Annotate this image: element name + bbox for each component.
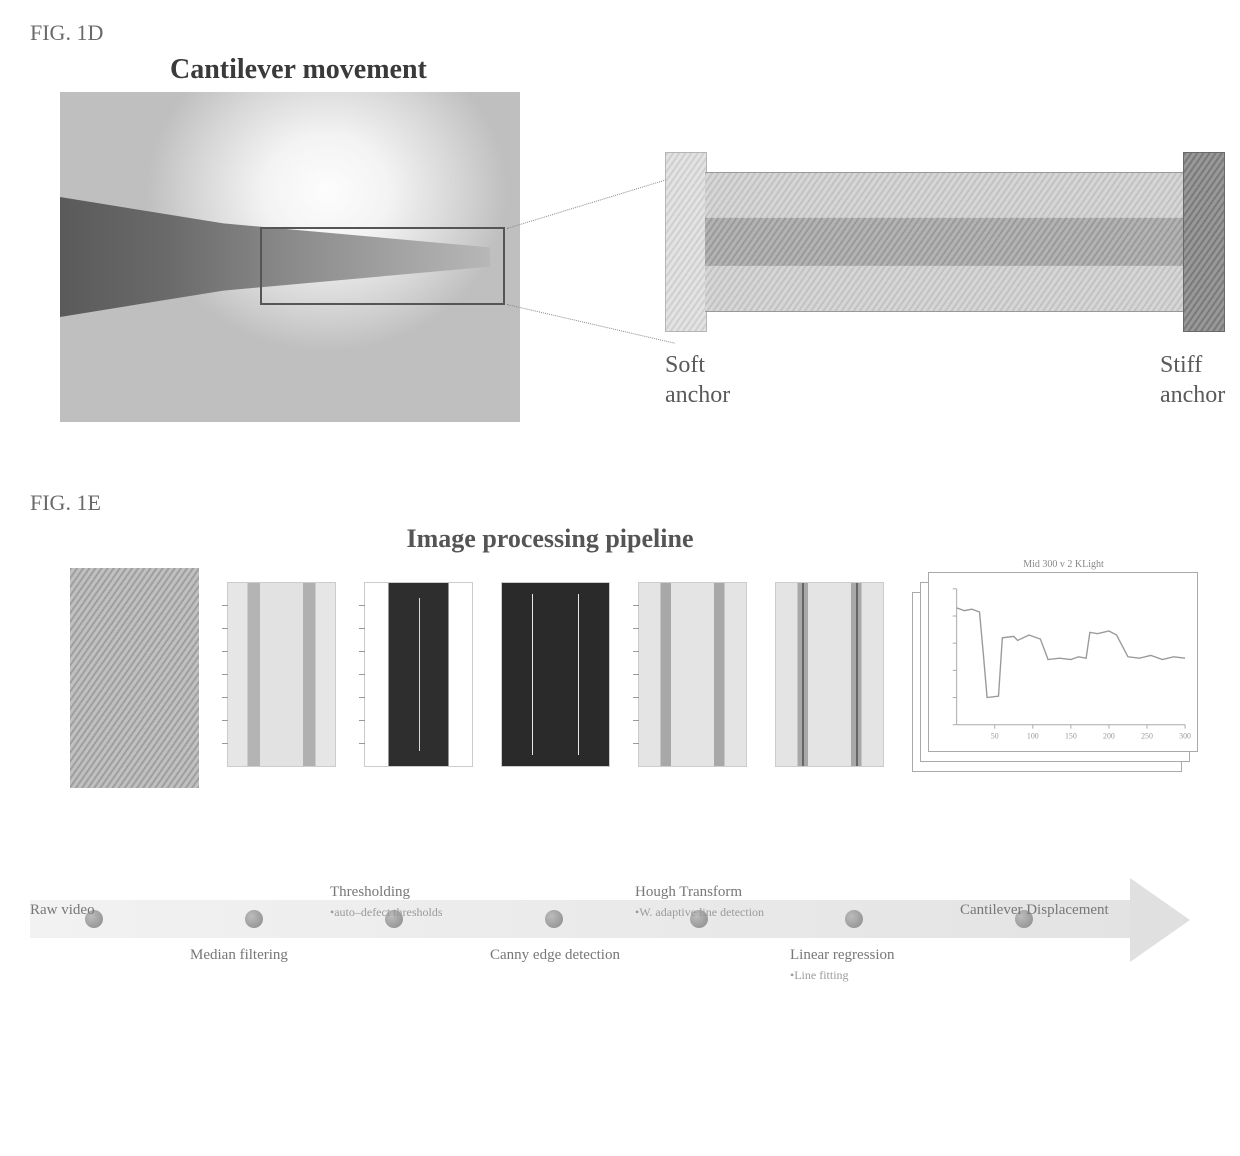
panel-linear-regression	[775, 582, 884, 767]
svg-text:300: 300	[1180, 731, 1192, 740]
svg-text:50: 50	[991, 731, 999, 740]
timeline-stage-label: Cantilever Displacement	[960, 901, 1130, 920]
pipeline-panels: Mid 300 v 2 KLight 50100150200250300	[30, 568, 1210, 798]
timeline-stage-sublabel: •auto–defect thresholds	[330, 905, 500, 920]
cantilever-beam	[705, 172, 1185, 312]
panel-median-filter	[227, 582, 336, 767]
timeline-stage-label: Hough Transform•W. adaptive line detecti…	[635, 883, 805, 920]
timeline-stage-label: Linear regression•Line fitting	[790, 946, 960, 983]
figure-1d-label: FIG. 1D	[30, 20, 1210, 46]
pipeline-timeline: Raw video Median filtering Thresholding•au…	[30, 828, 1190, 1028]
figure-1d: FIG. 1D Cantilever movement Softanchor S…	[30, 20, 1210, 460]
panel-displacement-chart: Mid 300 v 2 KLight 50100150200250300	[912, 572, 1210, 782]
timeline-stage-label: Median filtering	[190, 946, 360, 965]
panel-hough	[638, 582, 747, 767]
cantilever-schematic	[665, 142, 1225, 342]
stiff-anchor-label: Stiffanchor	[1160, 350, 1225, 410]
svg-text:250: 250	[1142, 731, 1154, 740]
panel-threshold	[364, 582, 473, 767]
timeline-stage-label: Raw video	[30, 901, 200, 920]
timeline-dot	[845, 910, 863, 928]
chart-frame-front: Mid 300 v 2 KLight 50100150200250300	[928, 572, 1198, 752]
timeline-stage-sublabel: •W. adaptive line detection	[635, 905, 805, 920]
panel-canny	[501, 582, 610, 767]
svg-text:200: 200	[1104, 731, 1116, 740]
timeline-stage-label: Canny edge detection	[490, 946, 660, 965]
leader-line-top	[507, 179, 668, 229]
figure-1d-title: Cantilever movement	[170, 54, 1210, 86]
panel-raw-video	[70, 568, 199, 788]
timeline-stage-label: Thresholding•auto–defect thresholds	[330, 883, 500, 920]
figure-1d-body: Softanchor Stiffanchor	[30, 92, 1210, 472]
timeline-stage-sublabel: •Line fitting	[790, 968, 960, 983]
displacement-line-chart: 50 100 150 200 250 300	[935, 579, 1191, 744]
leader-line-bottom	[507, 304, 675, 344]
timeline-dot	[245, 910, 263, 928]
svg-text:150: 150	[1065, 731, 1077, 740]
timeline-arrow-head	[1130, 878, 1190, 962]
figure-1e-title: Image processing pipeline	[250, 524, 850, 554]
figure-1e: FIG. 1E Image processing pipeline Mid 30…	[30, 490, 1210, 1028]
stiff-anchor-block	[1183, 152, 1225, 332]
soft-anchor-label: Softanchor	[665, 350, 730, 410]
chart-title: Mid 300 v 2 KLight	[929, 559, 1197, 570]
soft-anchor-block	[665, 152, 707, 332]
timeline-dot	[545, 910, 563, 928]
zoom-rectangle	[260, 227, 505, 305]
figure-1e-label: FIG. 1E	[30, 490, 1210, 516]
svg-text:100: 100	[1027, 731, 1039, 740]
